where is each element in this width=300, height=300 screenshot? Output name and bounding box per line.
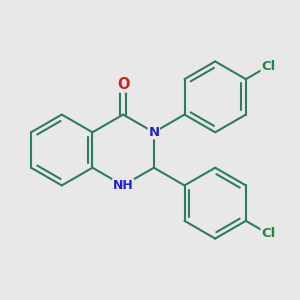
Text: N: N	[148, 126, 159, 139]
Text: O: O	[117, 77, 129, 92]
Text: Cl: Cl	[261, 60, 275, 73]
Text: Cl: Cl	[261, 227, 275, 240]
Text: NH: NH	[113, 179, 134, 192]
